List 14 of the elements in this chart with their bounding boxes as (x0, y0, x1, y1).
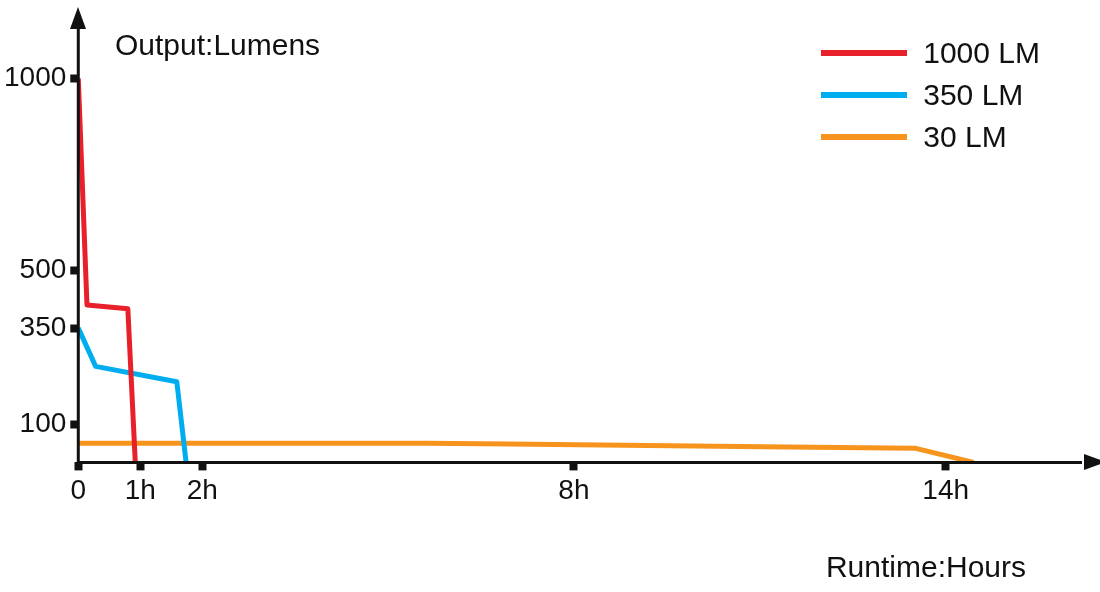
y-tick-label: 100 (19, 406, 67, 438)
x-tick-label: 2h (186, 473, 218, 505)
legend-label: 350 LM (923, 78, 1024, 112)
y-tick-label: 350 (19, 310, 67, 342)
legend-label: 30 LM (923, 120, 1007, 154)
x-tick-label: 1h (124, 473, 156, 505)
x-tick-label: 0 (70, 473, 87, 505)
y-tick-label: 500 (19, 253, 67, 285)
y-axis-title: Output:Lumens (115, 28, 321, 62)
x-tick-label: 14h (922, 473, 970, 505)
x-tick-label: 8h (558, 473, 590, 505)
x-axis-title: Runtime:Hours (825, 550, 1026, 584)
y-tick-label: 1000 (3, 61, 67, 93)
legend-label: 1000 LM (923, 36, 1040, 70)
